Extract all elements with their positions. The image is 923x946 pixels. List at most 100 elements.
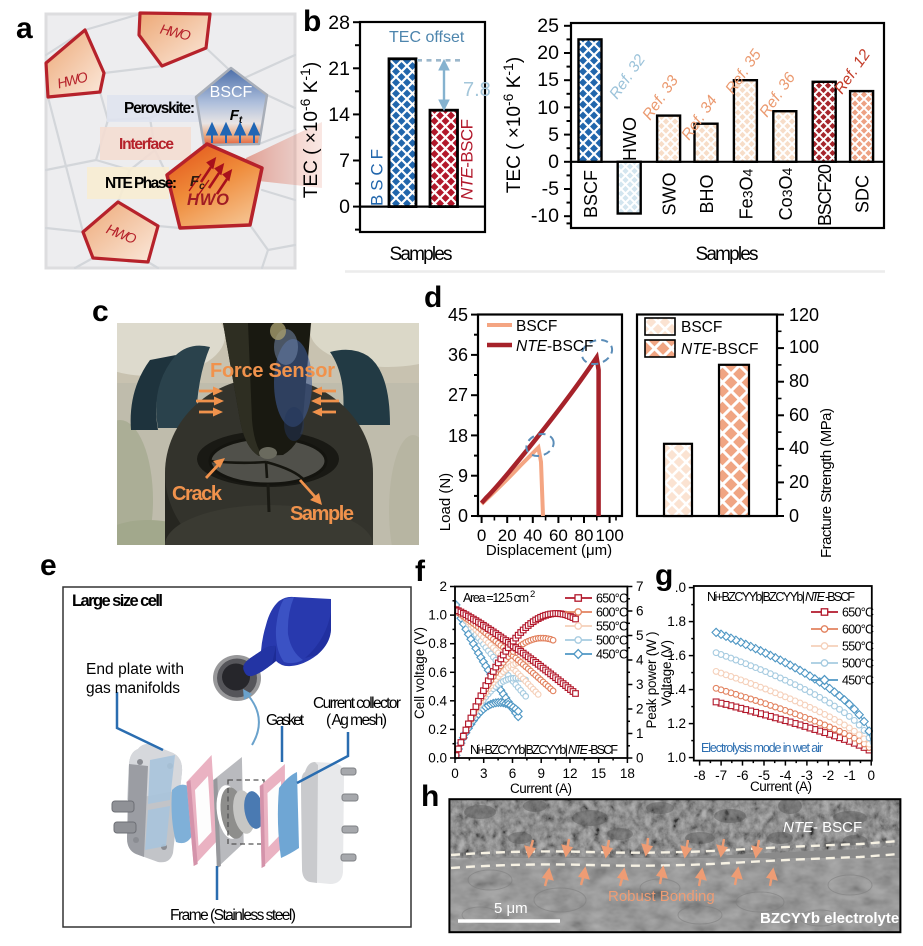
svg-text:28: 28: [328, 12, 350, 34]
svg-text:100: 100: [789, 337, 819, 357]
svg-text:0.0: 0.0: [428, 751, 447, 766]
svg-text:NTE Phase:: NTE Phase:: [105, 175, 177, 192]
svg-text:TEC offset: TEC offset: [389, 29, 465, 46]
svg-text:2: 2: [530, 589, 535, 600]
svg-text:10: 10: [537, 97, 559, 119]
svg-text:NTE-BSCF: NTE-BSCF: [516, 338, 594, 355]
svg-text:1.2: 1.2: [667, 716, 686, 731]
svg-text:BSCF: BSCF: [516, 318, 557, 335]
svg-text:0.8: 0.8: [428, 636, 447, 651]
svg-text:Frame (Stainless steel): Frame (Stainless steel): [170, 907, 296, 924]
svg-text:7.8: 7.8: [463, 79, 491, 101]
svg-text:40: 40: [523, 526, 542, 545]
svg-text:9: 9: [537, 766, 545, 781]
svg-text:0: 0: [477, 526, 486, 545]
svg-text:Load (N): Load (N): [437, 473, 454, 531]
svg-text:TEC ( ×10-6 K-1): TEC ( ×10-6 K-1): [500, 57, 525, 193]
svg-text:4: 4: [636, 653, 644, 668]
svg-text:80: 80: [575, 526, 594, 545]
svg-text:Perovskite:: Perovskite:: [124, 100, 195, 117]
svg-text:20: 20: [537, 42, 559, 64]
svg-text:0: 0: [867, 768, 875, 783]
svg-text:600°C: 600°C: [596, 606, 628, 620]
svg-text:gas manifolds: gas manifolds: [86, 680, 180, 697]
svg-text:Co3O4: Co3O4: [776, 167, 796, 220]
svg-text:6: 6: [636, 604, 644, 619]
svg-text:12: 12: [562, 766, 577, 781]
svg-text:1: 1: [636, 726, 644, 741]
svg-text:Gasket: Gasket: [266, 712, 305, 729]
svg-text:BSCF: BSCF: [210, 84, 253, 101]
svg-text:500°C: 500°C: [596, 634, 628, 648]
svg-text:450°C: 450°C: [842, 674, 874, 688]
svg-text:Interface: Interface: [119, 136, 174, 153]
svg-text:BSCF: BSCF: [581, 170, 601, 218]
svg-text:0.6: 0.6: [428, 665, 447, 680]
svg-text:Fracture Strength (MPa): Fracture Strength (MPa): [818, 408, 835, 558]
svg-text:.0: .0: [675, 580, 686, 595]
svg-text:BSCF20: BSCF20: [815, 164, 835, 226]
svg-text:600°C: 600°C: [842, 623, 874, 637]
svg-text:1.6: 1.6: [667, 648, 686, 663]
svg-text:40: 40: [789, 438, 809, 458]
svg-text:-BSCF: -BSCF: [588, 743, 618, 757]
svg-text:Robust Bonding: Robust Bonding: [608, 888, 715, 905]
svg-text:-8: -8: [694, 768, 706, 783]
svg-text:BZCYYb electrolyte: BZCYYb electrolyte: [760, 910, 899, 927]
svg-text:-5: -5: [542, 178, 559, 200]
svg-text:Sample: Sample: [290, 503, 354, 525]
svg-text:BHO: BHO: [697, 174, 717, 213]
svg-text:450°C: 450°C: [596, 648, 628, 662]
svg-text:SWO: SWO: [660, 173, 680, 216]
svg-text:0.2: 0.2: [428, 722, 447, 737]
svg-text:7: 7: [339, 150, 350, 172]
svg-text:5: 5: [636, 628, 644, 643]
svg-text:500°C: 500°C: [842, 657, 874, 671]
svg-text:-4: -4: [779, 768, 791, 783]
svg-text:d: d: [424, 281, 442, 314]
svg-text:15: 15: [591, 766, 606, 781]
svg-text:0: 0: [339, 196, 350, 218]
svg-text:Ni+BZCYYb|BZCYYb|: Ni+BZCYYb|BZCYYb|: [707, 590, 805, 604]
svg-text:3: 3: [636, 677, 644, 692]
svg-text:20: 20: [789, 472, 809, 492]
svg-text:f: f: [415, 555, 426, 588]
svg-text:-1: -1: [844, 768, 856, 783]
svg-text:60: 60: [549, 526, 568, 545]
svg-text:0.4: 0.4: [428, 693, 447, 708]
svg-text:NTE- BSCF: NTE- BSCF: [783, 819, 862, 836]
svg-text:Voltage (V): Voltage (V): [659, 640, 674, 706]
svg-text:Large size cell: Large size cell: [72, 592, 163, 610]
svg-text:HWO: HWO: [620, 117, 640, 161]
svg-text:Samples: Samples: [696, 244, 759, 265]
svg-text:7: 7: [636, 579, 644, 594]
svg-text:36: 36: [448, 345, 468, 365]
svg-text:h: h: [421, 780, 439, 813]
svg-text:-6: -6: [736, 768, 748, 783]
svg-text:b: b: [303, 5, 321, 38]
svg-text:Area =12.5 cm: Area =12.5 cm: [463, 591, 529, 605]
svg-text:550°C: 550°C: [842, 640, 874, 654]
svg-text:650°C: 650°C: [842, 606, 874, 620]
svg-text:18: 18: [620, 766, 635, 781]
svg-text:HWO: HWO: [56, 68, 90, 91]
svg-text:18: 18: [448, 426, 468, 446]
svg-text:Fe3O4: Fe3O4: [737, 168, 757, 219]
svg-text:-7: -7: [715, 768, 727, 783]
svg-text:1.0: 1.0: [667, 750, 686, 765]
svg-text:Ni+BZCYYb|BZCYYb|: Ni+BZCYYb|BZCYYb|: [470, 743, 568, 757]
svg-text:Current (A): Current (A): [510, 781, 572, 796]
svg-text:-5: -5: [758, 768, 770, 783]
svg-text:0: 0: [458, 506, 468, 526]
svg-text:0: 0: [636, 751, 644, 766]
svg-text:5: 5: [548, 124, 559, 146]
svg-text:Cell voltage (V): Cell voltage (V): [412, 627, 427, 719]
svg-text:100: 100: [595, 526, 623, 545]
svg-text:End plate with: End plate with: [86, 661, 184, 678]
svg-text:550°C: 550°C: [596, 620, 628, 634]
svg-text:NTE-BSCF: NTE-BSCF: [681, 341, 759, 358]
svg-text:15: 15: [537, 69, 559, 91]
svg-text:e: e: [40, 549, 57, 582]
svg-text:21: 21: [328, 58, 350, 80]
svg-text:60: 60: [789, 405, 809, 425]
